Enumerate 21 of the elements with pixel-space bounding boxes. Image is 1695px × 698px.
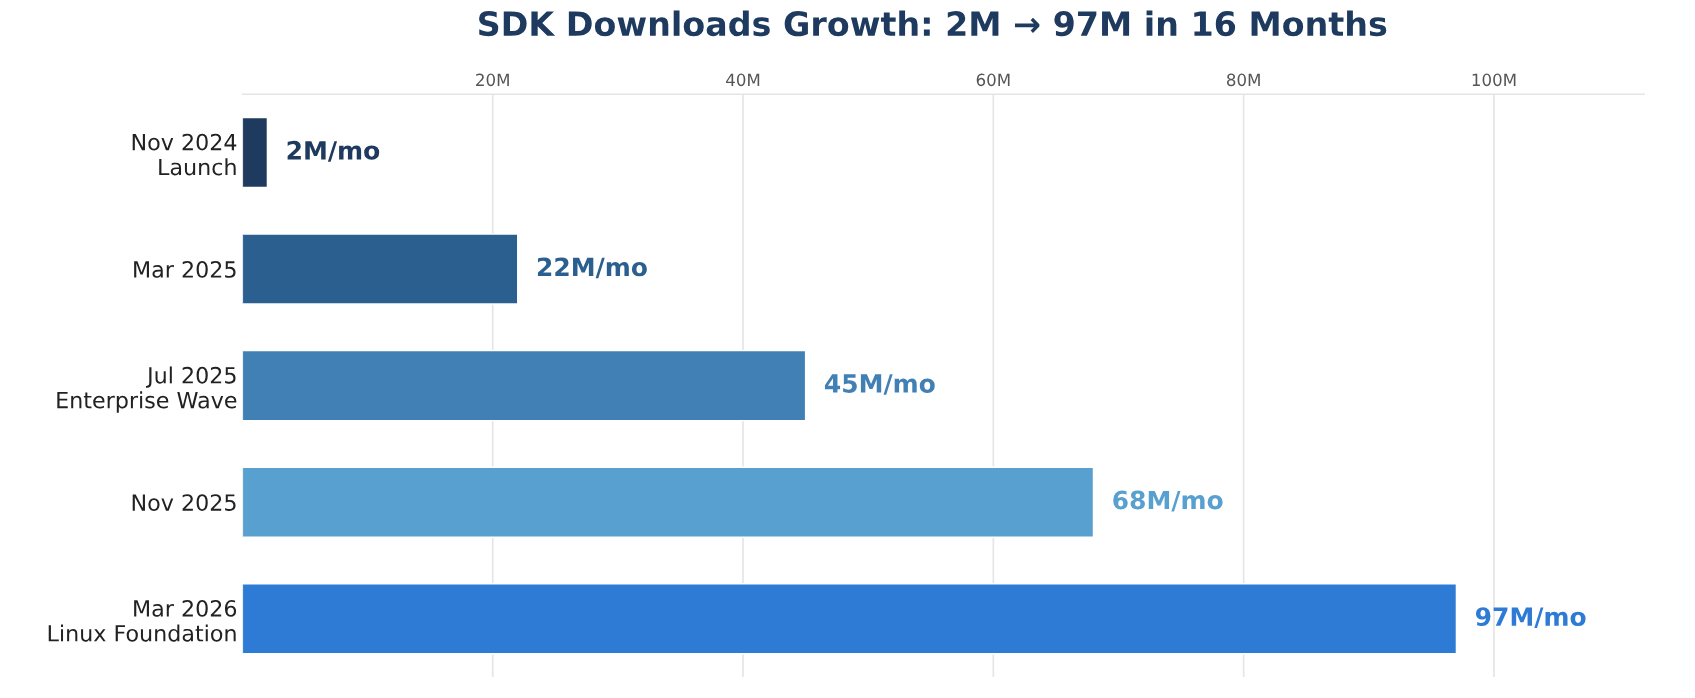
y-tick-label: Mar 2025 — [134, 261, 236, 278]
data-label: 22M/mo — [537, 257, 647, 279]
bar — [242, 466, 1095, 538]
data-label: 2M/mo — [287, 140, 380, 162]
bar — [242, 349, 807, 422]
y-tick-label: Nov 2024 Launch — [132, 133, 237, 176]
data-label: 68M/mo — [1113, 490, 1223, 512]
x-tick-label: 100M — [1472, 73, 1516, 87]
bar — [242, 233, 519, 305]
data-label: 45M/mo — [824, 374, 935, 395]
bar — [242, 116, 269, 189]
y-tick-label: Mar 2026 Linux Foundation — [48, 599, 237, 642]
x-tick-label: 20M — [476, 73, 509, 87]
data-label: 97M/mo — [1475, 607, 1586, 628]
bar — [242, 583, 1458, 655]
chart-title: SDK Downloads Growth: 2M → 97M in 16 Months — [479, 10, 1387, 37]
y-tick-label: Nov 2025 — [132, 494, 236, 511]
y-tick-label: Jul 2025 Enterprise Wave — [57, 366, 237, 413]
x-tick-label: 60M — [976, 73, 1010, 87]
x-tick-label: 40M — [726, 73, 760, 87]
x-tick-label: 80M — [1226, 73, 1260, 87]
